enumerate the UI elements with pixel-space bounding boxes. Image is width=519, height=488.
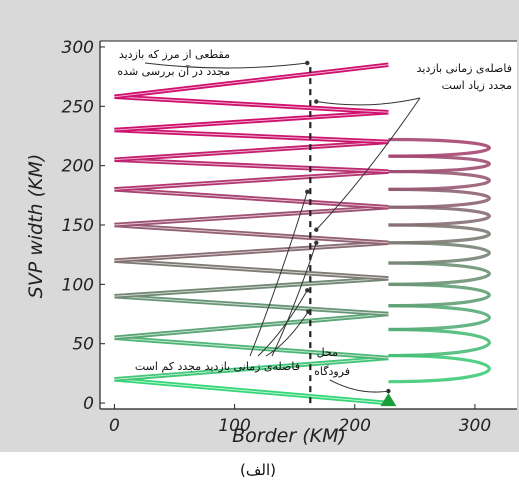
annotation-arrow — [265, 311, 309, 357]
y-tick-label: 100 — [62, 275, 94, 295]
long-revisit-note-line-1: فاصله‌ی زمانی بازدید — [417, 62, 512, 75]
zigzag-segment-highlight — [114, 129, 389, 143]
airport-label-line-1: محل — [317, 346, 338, 359]
zigzag-segment-highlight — [114, 277, 389, 297]
x-axis-title: Border (KM) — [232, 425, 346, 447]
y-tick-label: 250 — [62, 97, 94, 117]
loop-curve — [388, 241, 491, 265]
zigzag-segment-highlight — [114, 260, 389, 279]
zigzag-segment-highlight — [114, 295, 389, 315]
annotation-arrow-head — [386, 388, 391, 394]
short-revisit-note: فاصله‌ی زمانی بازدید مجدد کم است — [135, 360, 300, 373]
annotation-arrow — [315, 97, 421, 231]
airport-marker-icon — [380, 393, 397, 407]
zigzag-segment-highlight — [114, 96, 389, 113]
annotation-arrow — [329, 379, 389, 393]
series-layer — [114, 62, 491, 406]
y-axis-title: SVP width (KM) — [25, 154, 47, 299]
figure-caption: (الف) — [240, 461, 276, 479]
annotation-arrow-head — [305, 189, 310, 194]
zigzag-segment-highlight — [114, 141, 389, 161]
axis-layer: 0 100 200 300 0 50 100 150 200 250 300 — [62, 38, 517, 436]
zigzag-segment-highlight — [114, 159, 389, 173]
zigzag-segment-highlight — [114, 188, 389, 208]
zigzag-segment-highlight — [114, 337, 389, 359]
annotation-arrow-head — [314, 99, 319, 104]
annotation-arrow — [144, 62, 308, 69]
section-note-line-1: مقطعی از مرز که بازدید — [119, 48, 230, 61]
zigzag-segment-highlight — [114, 357, 389, 380]
annotation-arrow-head — [314, 240, 319, 246]
y-tick-label: 50 — [72, 335, 94, 355]
annotation-arrow-head — [314, 227, 319, 232]
zigzag-segment-highlight — [114, 171, 389, 190]
zigzag-segment-highlight — [114, 242, 389, 262]
airport-label-line-2: فرودگاه — [314, 365, 350, 378]
zigzag-segment-highlight — [114, 111, 389, 131]
zigzag-segment-highlight — [114, 224, 389, 244]
zigzag-segment-highlight — [114, 64, 389, 98]
y-tick-label: 200 — [62, 157, 94, 177]
loop-curve — [388, 282, 491, 308]
loop-curve — [388, 353, 491, 384]
x-tick-label: 0 — [109, 416, 120, 436]
annotation-layer: مقطعی از مرز که بازدید مجدد در آن بررسی … — [117, 48, 512, 394]
zigzag-segment-highlight — [114, 378, 389, 404]
annotation-arrow-head — [306, 309, 311, 314]
x-tick-label: 100 — [218, 416, 250, 436]
loop-curve — [388, 261, 491, 286]
zigzag-segment-highlight — [114, 313, 389, 339]
y-tick-label: 150 — [62, 216, 94, 236]
zigzag-segment-highlight — [114, 206, 389, 226]
y-tick-label: 300 — [62, 38, 94, 58]
annotation-arrow — [257, 290, 308, 357]
annotation-arrow — [271, 242, 317, 357]
annotation-arrow — [249, 191, 308, 357]
x-tick-label: 200 — [339, 416, 371, 436]
loop-curve — [388, 137, 491, 158]
y-tick-label: 0 — [83, 394, 94, 414]
annotation-arrow-head — [305, 288, 310, 293]
loop-curve — [388, 327, 491, 358]
x-tick-label: 300 — [459, 416, 491, 436]
loop-curve — [388, 304, 491, 332]
long-revisit-note-line-2: مجدد زیاد است — [442, 79, 512, 92]
annotation-arrow-head — [305, 60, 310, 66]
annotation-arrow — [316, 97, 421, 106]
